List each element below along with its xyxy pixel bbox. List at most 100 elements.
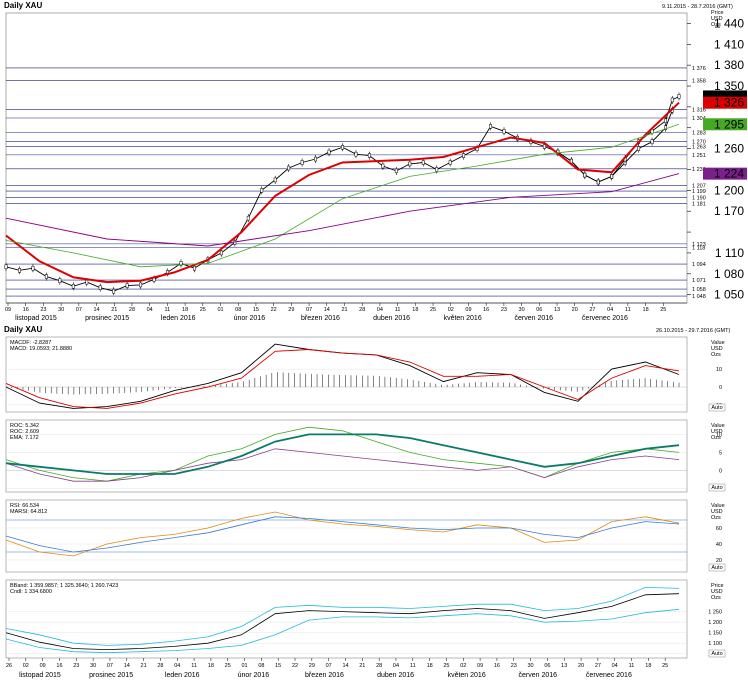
candle-body bbox=[219, 250, 223, 256]
panel-roc-legend-1: ROC: 2.609 bbox=[10, 429, 39, 435]
candle-body bbox=[85, 279, 89, 285]
level-label-14: 1 118 bbox=[692, 245, 705, 251]
day-label: 02 bbox=[448, 307, 454, 313]
panel-bb-legend-1: Cndl: 1 334.6800 bbox=[10, 589, 52, 595]
main-date-range: 9.11.2015 - 28.7.2016 (GMT) bbox=[662, 4, 733, 10]
sub-day-label: 09 bbox=[477, 663, 483, 669]
sub-date-range: 26.10.2015 - 29.7.2016 (GMT) bbox=[656, 328, 730, 334]
day-label: 29 bbox=[288, 307, 294, 313]
day-label: 15 bbox=[253, 307, 259, 313]
panel-bb-tick-label: 1 250 bbox=[708, 610, 722, 616]
level-label-2: 1 316 bbox=[692, 108, 706, 114]
sub-day-label: 14 bbox=[342, 663, 348, 669]
sub-day-label: 27 bbox=[595, 663, 601, 669]
panel-rsi-axis-title-0: Value bbox=[711, 503, 725, 509]
panel-roc-tick-label: 0 bbox=[719, 468, 722, 474]
day-label: 07 bbox=[76, 307, 82, 313]
sub-day-label: 01 bbox=[241, 663, 247, 669]
sub-day-label: 07 bbox=[107, 663, 113, 669]
candle-body bbox=[650, 139, 654, 144]
panel-rsi-series-1 bbox=[5, 516, 680, 553]
candle-body bbox=[4, 264, 8, 270]
candle-body bbox=[664, 125, 667, 130]
panel-macd-auto-button[interactable] bbox=[708, 403, 726, 412]
month-label: květen 2016 bbox=[444, 315, 482, 322]
level-label-11: 1 190 bbox=[692, 195, 706, 201]
panel-macd-axis-title-1: USD bbox=[711, 346, 723, 352]
month-label: březen 2016 bbox=[301, 315, 340, 322]
day-label: 13 bbox=[554, 307, 560, 313]
month-label: leden 2016 bbox=[161, 315, 196, 322]
level-label-3: 1 304 bbox=[692, 116, 706, 122]
panel-bb-axis-title-0: Price bbox=[711, 583, 724, 589]
candle-body bbox=[637, 146, 641, 151]
main-chart-frame bbox=[5, 12, 688, 304]
panel-macd-tick-label: 10 bbox=[716, 367, 722, 373]
sub-day-label: 20 bbox=[578, 663, 584, 669]
sub-day-label: 30 bbox=[90, 663, 96, 669]
panel-bb-tick-label: 1 150 bbox=[708, 631, 722, 637]
sub-chart-title: Daily XAU bbox=[4, 325, 42, 334]
candle-body bbox=[58, 278, 62, 283]
sub-day-label: 06 bbox=[544, 663, 550, 669]
candle-body bbox=[31, 265, 35, 271]
panel-bb-auto-button[interactable] bbox=[708, 649, 726, 658]
month-label: prosinec 2015 bbox=[85, 315, 129, 322]
candle-body bbox=[246, 215, 250, 221]
price-tick-label: 1 050 bbox=[714, 288, 744, 302]
sub-day-label: 21 bbox=[359, 663, 365, 669]
series-ma_slow bbox=[5, 173, 680, 247]
sub-day-label: 14 bbox=[124, 663, 130, 669]
panel-rsi-tick-label: 60 bbox=[716, 526, 722, 532]
panel-rsi-tick-label: 40 bbox=[716, 542, 722, 548]
price-tick-label: 1 170 bbox=[714, 204, 744, 218]
level-label-8: 1 231 bbox=[692, 167, 706, 173]
panel-bb-legend-0: BBand: 1 359.9857; 1 325.3640; 1 260.742… bbox=[10, 583, 118, 589]
candle-body bbox=[260, 188, 264, 193]
day-label: 18 bbox=[412, 307, 418, 313]
candle-body bbox=[610, 174, 614, 179]
candle-body bbox=[462, 153, 466, 158]
sub-month-label: duben 2016 bbox=[377, 672, 414, 679]
candle-body bbox=[112, 288, 116, 294]
price-series-layer bbox=[4, 92, 681, 296]
sub-day-label: 25 bbox=[225, 663, 231, 669]
panel-bb-tick-label: 1 100 bbox=[708, 641, 722, 647]
candle-body bbox=[596, 179, 600, 185]
day-label: 11 bbox=[165, 307, 171, 313]
day-label: 23 bbox=[40, 307, 46, 313]
candle-body bbox=[287, 165, 291, 171]
day-label: 11 bbox=[395, 307, 401, 313]
panel-bb-series-0 bbox=[5, 593, 680, 651]
panel-rsi-legend-0: RSI: 66.534 bbox=[10, 503, 39, 509]
level-label-13: 1 123 bbox=[692, 242, 706, 248]
level-label-6: 1 263 bbox=[692, 145, 706, 151]
price-axis-title-1: Price bbox=[711, 10, 724, 16]
sub-day-label: 18 bbox=[645, 663, 651, 669]
day-label: 18 bbox=[182, 307, 188, 313]
level-label-17: 1 058 bbox=[692, 287, 706, 293]
candle-body bbox=[542, 144, 546, 149]
candle-body bbox=[341, 144, 344, 150]
panel-rsi-auto-button[interactable] bbox=[708, 563, 726, 572]
price-tick-label: 1 260 bbox=[714, 142, 744, 156]
day-label: 30 bbox=[519, 307, 525, 313]
sub-day-label: 26 bbox=[6, 663, 12, 669]
panel-bb-tick-label: 1 200 bbox=[708, 620, 722, 626]
day-label: 06 bbox=[536, 307, 542, 313]
candle-body bbox=[300, 160, 304, 165]
level-label-5: 1 270 bbox=[692, 140, 706, 146]
level-label-0: 1 376 bbox=[692, 66, 706, 72]
panel-roc-auto-button[interactable] bbox=[708, 483, 726, 492]
candle-body bbox=[98, 285, 102, 290]
sub-day-label: 08 bbox=[258, 663, 264, 669]
sub-time-axis: 26 02 09 16 23 30 07 14 21 28 04 11 18 25 01 08 15 22 29 07… bbox=[6, 658, 668, 679]
day-label: 16 bbox=[23, 307, 29, 313]
day-label: 09 bbox=[465, 307, 471, 313]
level-label-10: 1 199 bbox=[692, 189, 706, 195]
sub-day-label: 18 bbox=[208, 663, 214, 669]
